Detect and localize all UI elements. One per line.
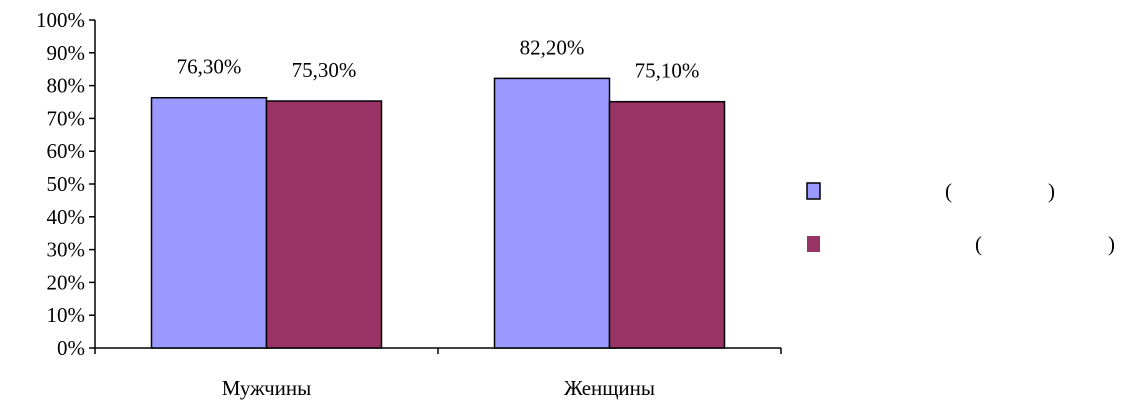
x-axis: Мужчины Женщины — [94, 347, 782, 400]
y-tick-label: 60% — [47, 139, 86, 163]
y-tick-label: 20% — [47, 270, 86, 294]
y-tick-label: 100% — [36, 8, 85, 32]
y-tick-label: 80% — [47, 74, 86, 98]
bars — [150, 77, 726, 349]
x-category-label: Мужчины — [222, 376, 312, 400]
data-label: 82,20% — [520, 35, 585, 59]
legend: ( ) ( ) — [806, 179, 1115, 256]
data-label: 75,30% — [292, 58, 357, 82]
y-tick-label: 0% — [57, 336, 85, 360]
bar — [150, 96, 268, 349]
y-tick-label: 10% — [47, 303, 86, 327]
y-tick-label: 50% — [47, 172, 86, 196]
y-tick-label: 70% — [47, 106, 86, 130]
legend-swatch — [807, 236, 820, 252]
x-category-label: Женщины — [564, 376, 655, 400]
legend-label: ( ) — [975, 232, 1115, 256]
data-label: 75,10% — [635, 59, 700, 83]
data-label: 76,30% — [177, 55, 242, 79]
y-axis: 0% 10% 20% 30% 40% 50% 60% 70% 80% 90% 100% — [36, 8, 96, 360]
y-tick-label: 40% — [47, 205, 86, 229]
bar — [493, 77, 611, 349]
y-tick-label: 30% — [47, 238, 86, 262]
legend-label: ( ) — [945, 179, 1055, 203]
bar — [265, 100, 383, 349]
legend-swatch — [806, 182, 821, 200]
data-labels: 76,30% 75,30% 82,20% 75,10% — [177, 35, 700, 82]
y-tick-label: 90% — [47, 41, 86, 65]
bar — [608, 100, 726, 349]
